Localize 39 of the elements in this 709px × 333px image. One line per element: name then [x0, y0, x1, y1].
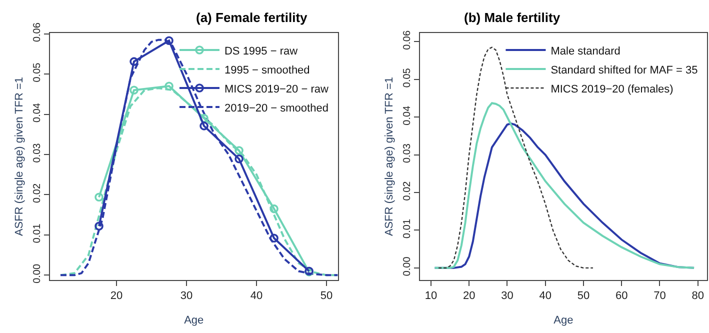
- x-tick-label: 60: [615, 290, 628, 302]
- legend-label: DS 1995 − raw: [224, 45, 298, 58]
- chart-title: (b) Male fertility: [464, 10, 561, 25]
- x-tick-label: 20: [462, 290, 476, 302]
- x-axis-title: Age: [184, 314, 204, 326]
- x-tick-label: 10: [424, 290, 438, 302]
- y-tick-label: 0.00: [32, 264, 43, 284]
- y-tick-label: 0.01: [402, 218, 413, 238]
- y-tick-label: 0.00: [402, 256, 413, 276]
- y-tick-label: 0.01: [32, 223, 43, 244]
- legend-label: Standard shifted for MAF = 35: [550, 64, 698, 76]
- legend-label: MICS 2019−20 − raw: [224, 83, 328, 96]
- y-tick-label: 0.04: [402, 105, 413, 126]
- x-tick-label: 70: [654, 290, 666, 302]
- x-tick-label: 50: [320, 290, 333, 302]
- chart-title: (a) Female fertility: [196, 10, 308, 25]
- y-tick-label: 0.06: [402, 30, 413, 50]
- y-tick-label: 0.05: [402, 68, 413, 88]
- y-axis-title: ASFR (single age) given TFR =1: [14, 76, 26, 236]
- x-tick-label: 40: [539, 290, 552, 302]
- x-tick-label: 20: [110, 290, 123, 302]
- x-tick-label: 80: [692, 290, 704, 302]
- y-tick-label: 0.02: [32, 183, 43, 203]
- y-tick-label: 0.05: [32, 62, 43, 82]
- legend-label: MICS 2019−20 (females): [550, 83, 674, 96]
- legend-label: Male standard: [550, 45, 620, 58]
- legend-label: 1995 − smoothed: [224, 64, 310, 76]
- x-tick-label: 30: [180, 290, 193, 302]
- x-axis-title: Age: [554, 314, 574, 326]
- y-tick-label: 0.06: [32, 22, 43, 42]
- x-tick-label: 40: [250, 290, 263, 302]
- y-tick-label: 0.04: [32, 102, 43, 122]
- legend-label: 2019−20 − smoothed: [224, 102, 328, 114]
- y-tick-label: 0.03: [32, 142, 43, 163]
- x-tick-label: 30: [501, 290, 514, 302]
- x-tick-label: 50: [577, 290, 590, 302]
- y-tick-label: 0.03: [402, 143, 413, 164]
- y-tick-label: 0.02: [402, 180, 413, 201]
- y-axis-title: ASFR (single age) given TFR =1: [384, 76, 396, 236]
